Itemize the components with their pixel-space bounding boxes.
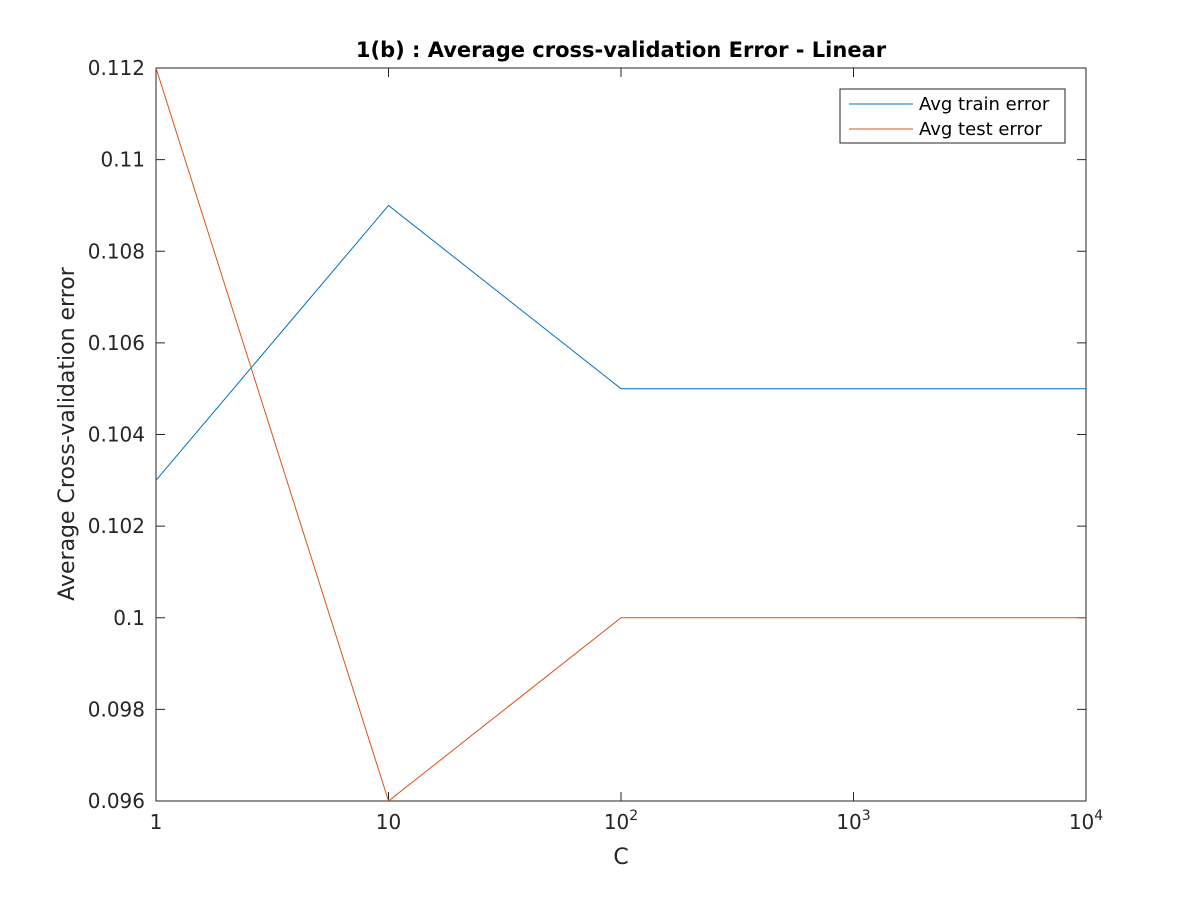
ticks-layer: 1 10 102 103 1040.0960.0980.10.1020.1040.106… — [88, 56, 1104, 834]
x-tick-label: 104 — [1069, 808, 1103, 834]
y-tick-label: 0.108 — [88, 239, 145, 263]
y-tick-label: 0.098 — [88, 697, 145, 721]
x-tick-label-base: 1 — [150, 810, 163, 834]
legend: Avg train error Avg test error — [839, 88, 1066, 144]
y-tick-label: 0.112 — [88, 56, 145, 80]
y-tick-label: 0.102 — [88, 514, 145, 538]
y-axis-label: Average Cross-validation error — [55, 266, 80, 601]
y-tick-label: 0.106 — [88, 331, 145, 355]
chart-title: 1(b) : Average cross-validation Error - … — [356, 38, 887, 62]
x-tick-label-exponent: 2 — [629, 808, 638, 824]
x-tick-label-exponent: 4 — [1094, 808, 1103, 824]
x-tick-label: 10 — [376, 810, 401, 834]
legend-label-test: Avg test error — [919, 119, 1043, 140]
x-tick-label: 102 — [604, 808, 638, 834]
plot-area — [155, 67, 1087, 802]
x-tick-label: 1 — [150, 810, 163, 834]
series-line-avg-train-error — [155, 204, 1086, 481]
x-tick-label-exponent: 3 — [862, 808, 871, 824]
legend-box — [839, 88, 1066, 144]
y-tick-label: 0.104 — [88, 423, 145, 447]
x-axis-label: C — [613, 845, 628, 870]
x-tick-label-base: 10 — [376, 810, 401, 834]
x-tick-label-base: 10 — [1069, 810, 1094, 834]
x-tick-label: 103 — [836, 808, 870, 834]
y-tick-label: 0.1 — [113, 606, 145, 630]
x-tick-label-base: 10 — [836, 810, 861, 834]
x-tick-label-base: 10 — [604, 810, 629, 834]
y-tick-label: 0.096 — [88, 789, 145, 813]
series-line-avg-test-error — [155, 67, 1086, 802]
series-layer — [155, 67, 1086, 802]
legend-label-train: Avg train error — [919, 94, 1050, 115]
y-tick-label: 0.11 — [100, 148, 145, 172]
